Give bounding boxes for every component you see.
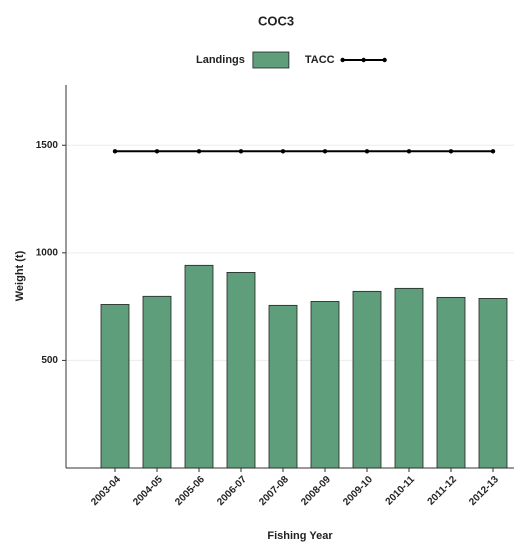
point	[406, 149, 412, 154]
point	[196, 149, 202, 154]
point	[154, 149, 160, 154]
bar	[100, 304, 130, 469]
x-tick-label: 2010-11	[384, 474, 418, 508]
point	[238, 149, 244, 154]
y-tick-label: 500	[41, 355, 58, 366]
point	[490, 149, 496, 154]
point	[322, 149, 328, 154]
point	[280, 149, 286, 154]
legend-label: Landings	[196, 54, 245, 66]
y-axis-label: Weight (t)	[14, 250, 26, 301]
bar	[226, 272, 256, 469]
bar	[352, 290, 382, 469]
chart-title: COC3	[258, 13, 294, 28]
x-tick-label: 2007-08	[257, 474, 291, 508]
bar	[394, 287, 424, 469]
y-tick-label: 1500	[36, 140, 59, 151]
legend-swatch	[252, 51, 290, 69]
x-tick-label: 2011-12	[426, 474, 460, 508]
bar	[310, 301, 340, 469]
x-axis-label: Fishing Year	[267, 530, 333, 542]
x-tick-label: 2006-07	[215, 474, 249, 508]
y-tick-label: 1000	[36, 247, 59, 258]
point	[112, 149, 118, 154]
legend-label: TACC	[305, 54, 335, 66]
x-tick-label: 2004-05	[131, 474, 165, 508]
bar	[142, 295, 172, 469]
bar	[268, 304, 298, 469]
bar	[436, 296, 466, 469]
x-tick-label: 2003-04	[89, 474, 123, 508]
x-tick-label: 2012-13	[467, 474, 501, 508]
x-tick-label: 2009-10	[341, 474, 375, 508]
bar	[478, 298, 508, 469]
bar	[184, 264, 214, 469]
legend-swatch-point	[382, 57, 387, 63]
x-tick-label: 2005-06	[173, 474, 207, 508]
legend-swatch-point	[361, 57, 366, 63]
legend-swatch-point	[340, 57, 345, 63]
point	[364, 149, 370, 154]
x-tick-label: 2008-09	[299, 474, 333, 508]
point	[448, 149, 454, 154]
